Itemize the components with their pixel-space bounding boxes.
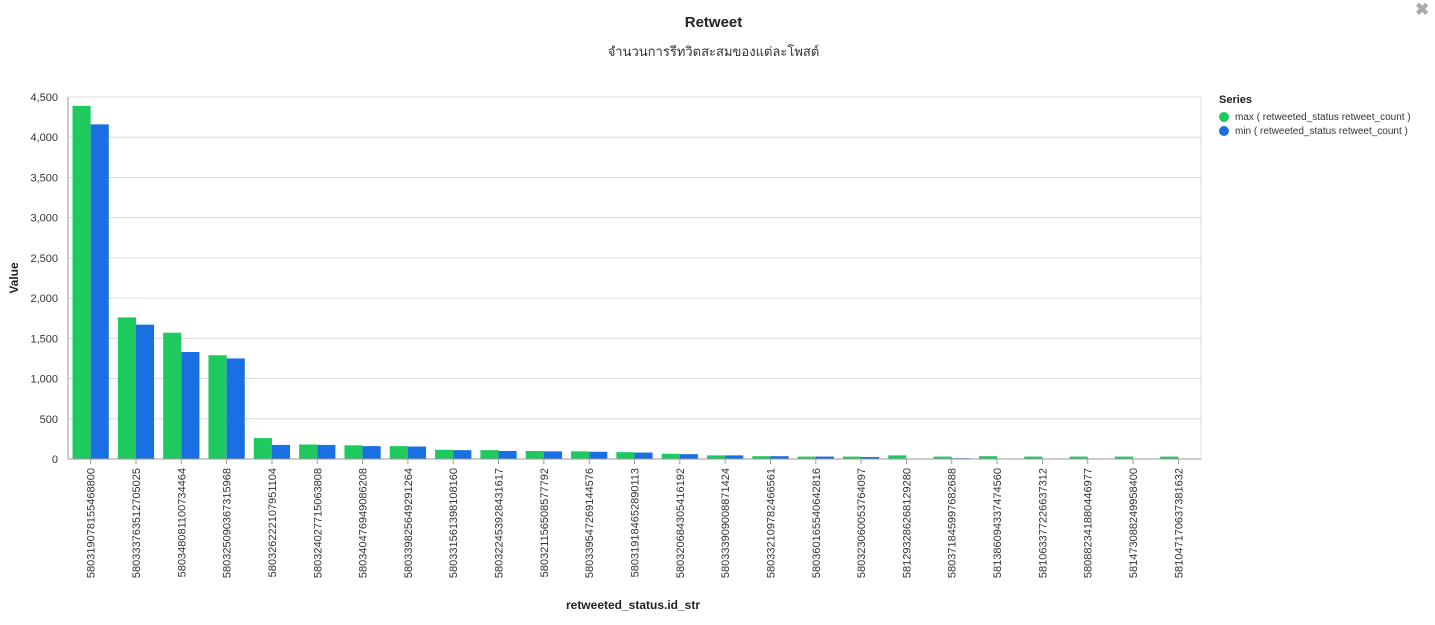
bar-min[interactable] xyxy=(543,451,562,459)
bar-max[interactable] xyxy=(344,445,363,459)
x-tick-label: 580324027715063808 xyxy=(312,468,324,578)
bar-min[interactable] xyxy=(317,444,336,459)
bar-max[interactable] xyxy=(480,450,499,459)
grid-lines xyxy=(68,96,1201,460)
x-tick-label: 580371845997682688 xyxy=(947,468,959,578)
bar-max[interactable] xyxy=(1069,456,1088,459)
x-tick-label: 580323060053764097 xyxy=(856,468,868,578)
bar-max[interactable] xyxy=(752,456,771,459)
bar-min[interactable] xyxy=(362,446,381,459)
bar-min[interactable] xyxy=(725,455,744,459)
close-icon[interactable]: ✖ xyxy=(1415,0,1430,19)
y-tick-label: 500 xyxy=(40,414,58,426)
bar-min[interactable] xyxy=(770,456,789,459)
bar-min[interactable] xyxy=(634,452,653,459)
bar-min[interactable] xyxy=(90,124,109,460)
axes xyxy=(67,97,1202,464)
y-tick-labels: 0 500 1,000 1,500 2,000 2,500 3,000 3,500 4,000 4… xyxy=(30,92,58,466)
x-tick-label: 581386094337474560 xyxy=(992,468,1004,578)
legend: Series max ( retweeted_status retweet_co… xyxy=(1219,94,1411,138)
bar-max[interactable] xyxy=(163,332,182,459)
bar-max[interactable] xyxy=(842,456,862,459)
bar-chart: 0 500 1,000 1,500 2,000 2,500 3,000 3,500 4,000 4… xyxy=(7,92,1202,612)
bar-max[interactable] xyxy=(1114,456,1134,459)
x-tick-label: 580319184652890113 xyxy=(630,468,642,577)
x-tick-label: 580333909008871424 xyxy=(720,468,732,578)
x-tick-labels: 580319078155468800 580333763512705025 5803… xyxy=(86,468,1186,578)
x-tick-label: 581047170637381632 xyxy=(1173,468,1185,578)
bar-max[interactable] xyxy=(299,444,318,459)
bar-min[interactable] xyxy=(453,450,472,459)
x-tick-label: 580322453928431617 xyxy=(494,468,506,578)
bar-max[interactable] xyxy=(435,449,454,459)
bar-max[interactable] xyxy=(525,450,544,459)
legend-title: Series xyxy=(1219,94,1253,106)
bar-max[interactable] xyxy=(72,105,91,460)
y-tick-label: 2,500 xyxy=(30,253,58,265)
chart-title: Retweet xyxy=(684,14,743,31)
legend-label-max: max ( retweeted_status retweet_count ) xyxy=(1235,111,1411,123)
bar-max[interactable] xyxy=(707,455,726,459)
x-tick-label: 580340476949086208 xyxy=(358,468,370,578)
bar-min[interactable] xyxy=(498,450,517,459)
bar-min[interactable] xyxy=(589,451,608,459)
bar-max[interactable] xyxy=(933,456,952,459)
y-tick-label: 3,000 xyxy=(30,213,58,225)
x-tick-label: 580332109782466561 xyxy=(765,468,777,578)
x-tick-label: 581473088249958400 xyxy=(1128,468,1140,578)
y-axis-label: Value xyxy=(7,262,21,294)
bar-min[interactable] xyxy=(407,446,427,459)
y-tick-label: 4,000 xyxy=(30,132,58,144)
x-tick-label: 580339547269144576 xyxy=(584,468,596,578)
bar-max[interactable] xyxy=(978,456,998,459)
bar-min[interactable] xyxy=(181,352,200,459)
bar-min[interactable] xyxy=(271,444,291,459)
x-tick-label: 580339825649291264 xyxy=(403,468,415,578)
bar-max[interactable] xyxy=(253,438,272,459)
bar-min[interactable] xyxy=(135,324,155,459)
bar-max[interactable] xyxy=(616,452,635,459)
x-tick-label: 580348081100734464 xyxy=(176,468,188,577)
bar-max[interactable] xyxy=(117,317,136,459)
x-tick-label: 581063377226637312 xyxy=(1037,468,1049,578)
bar-min[interactable] xyxy=(815,456,834,459)
bar-max[interactable] xyxy=(389,446,408,459)
bar-max[interactable] xyxy=(208,355,227,459)
y-tick-label: 1,000 xyxy=(30,374,58,386)
bar-min[interactable] xyxy=(679,454,698,459)
y-tick-label: 1,500 xyxy=(30,333,58,345)
x-tick-label: 580882341880446977 xyxy=(1083,468,1095,578)
bar-max[interactable] xyxy=(1160,456,1179,459)
legend-swatch-max xyxy=(1219,112,1229,122)
x-tick-label: 581293286268129280 xyxy=(901,468,913,578)
x-tick-label: 580331561398108160 xyxy=(448,468,460,578)
x-tick-label: 580320684305416192 xyxy=(675,468,687,578)
x-axis-label: retweeted_status.id_str xyxy=(566,598,700,612)
legend-label-min: min ( retweeted_status retweet_count ) xyxy=(1235,125,1408,137)
bar-max[interactable] xyxy=(571,451,590,459)
y-tick-label: 0 xyxy=(52,454,58,466)
bar-max[interactable] xyxy=(661,453,680,459)
legend-item-min[interactable]: min ( retweeted_status retweet_count ) xyxy=(1219,124,1411,138)
chart-subtitle: จำนวนการรีทวิตสะสมของแต่ละโพสต์ xyxy=(607,44,820,59)
bar-max[interactable] xyxy=(1024,456,1043,459)
x-tick-label: 580319078155468800 xyxy=(86,468,98,578)
x-tick-label: 580333763512705025 xyxy=(131,468,143,578)
bar-max[interactable] xyxy=(797,456,816,459)
bar-max[interactable] xyxy=(888,455,907,459)
bars xyxy=(72,105,1179,460)
x-tick-label: 580321156508577792 xyxy=(539,468,551,577)
x-tick-label: 580360165540642816 xyxy=(811,468,823,578)
legend-swatch-min xyxy=(1219,126,1229,136)
legend-item-max[interactable]: max ( retweeted_status retweet_count ) xyxy=(1219,110,1411,124)
bar-min[interactable] xyxy=(861,456,880,459)
bar-min[interactable] xyxy=(226,358,245,459)
y-tick-label: 4,500 xyxy=(30,92,58,104)
x-tick-label: 580326222107951104 xyxy=(267,468,279,577)
y-tick-label: 2,000 xyxy=(30,293,58,305)
x-tick-label: 580325090367315968 xyxy=(222,468,234,578)
y-tick-label: 3,500 xyxy=(30,172,58,184)
